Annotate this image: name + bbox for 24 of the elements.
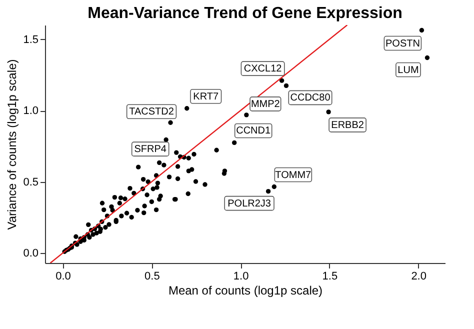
annotation: LUM (398, 64, 419, 76)
annotation: SFRP4 (134, 144, 167, 156)
annotation: POLR2J3 (228, 198, 272, 210)
annotation: CCND1 (236, 126, 271, 137)
annotation: MMP2 (250, 98, 280, 110)
y-tick-label: 0.0 (23, 248, 38, 260)
annotation: CCDC80 (290, 92, 331, 104)
annotation: TOMM7 (275, 170, 312, 181)
annotation: POSTN (385, 38, 420, 50)
y-tick-label: 1.0 (23, 105, 38, 118)
annotation: KRT7 (193, 91, 219, 102)
x-tick-label: 1.5 (322, 270, 338, 282)
y-tick-label: 0.5 (23, 176, 38, 188)
x-tick-label: 1.0 (233, 270, 249, 282)
y-axis-title: Variance of counts (log1p scale) (5, 59, 20, 230)
chart-title: Mean-Variance Trend of Gene Expression (88, 5, 402, 22)
x-tick-label: 0.5 (144, 270, 160, 282)
annotation: TACSTD2 (129, 106, 174, 118)
annotation: ERBB2 (331, 120, 364, 131)
y-tick-label: 1.5 (23, 34, 38, 46)
x-tick-label: 2.0 (411, 270, 426, 282)
x-tick-label: 0.0 (56, 270, 71, 282)
x-axis-title: Mean of counts (log1p scale) (168, 284, 323, 298)
annotation: CXCL12 (244, 64, 282, 75)
